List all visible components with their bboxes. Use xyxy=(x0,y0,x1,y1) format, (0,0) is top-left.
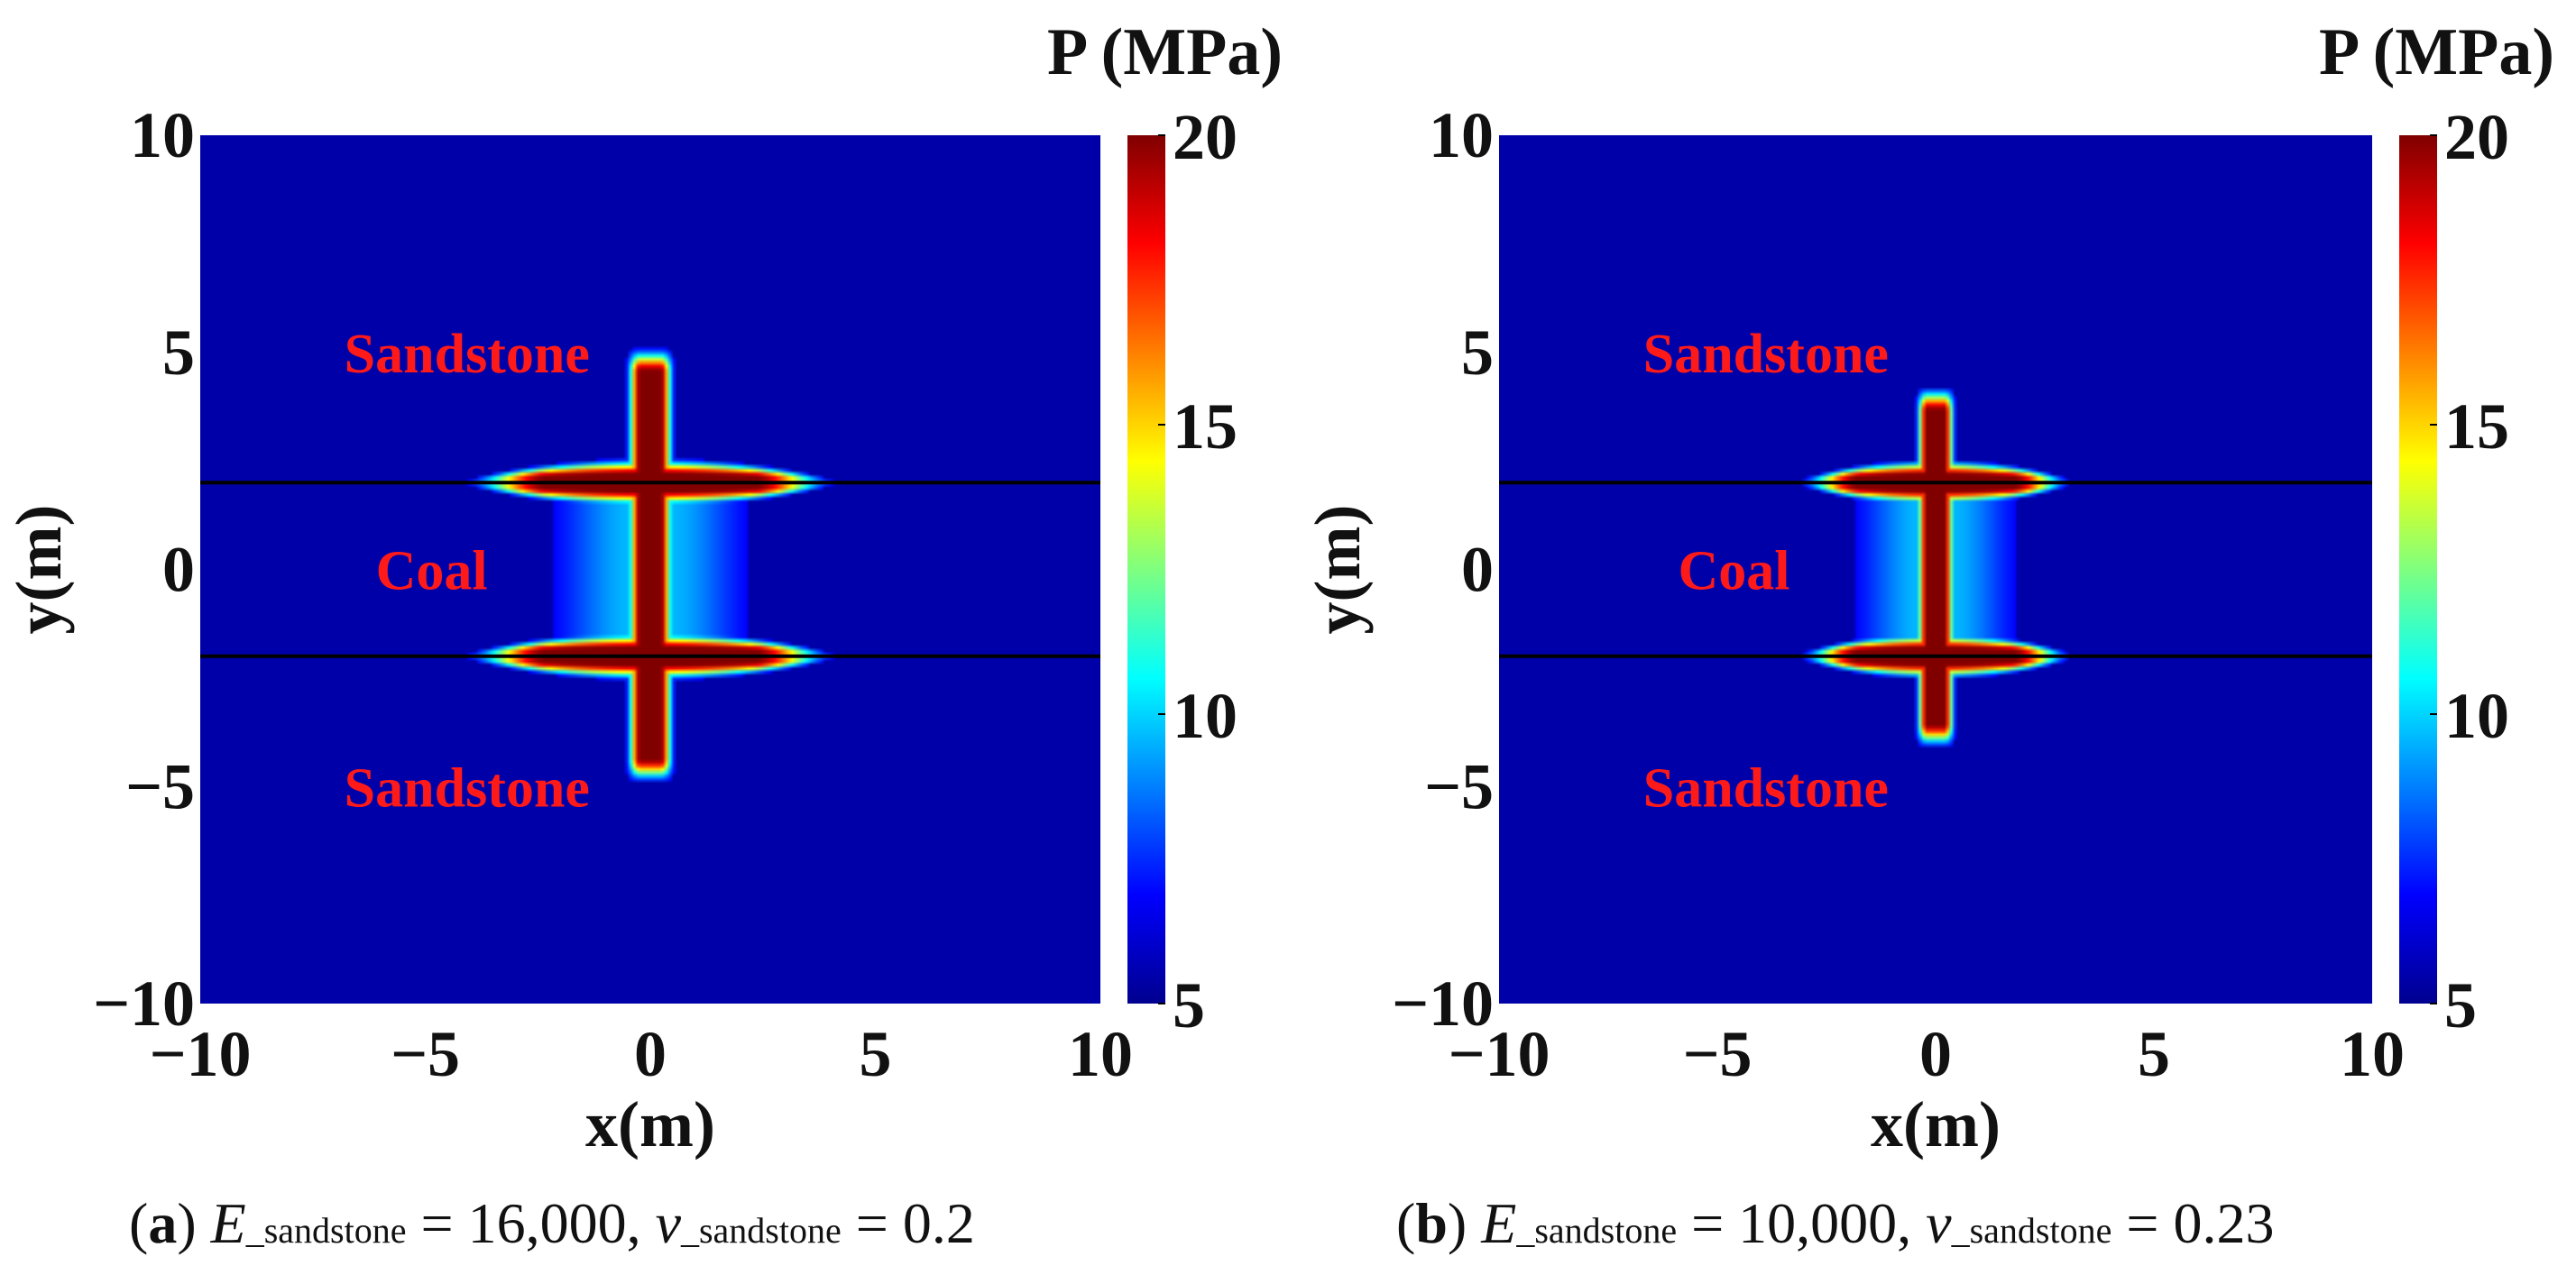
x-axis-label: x(m) xyxy=(585,1088,715,1160)
x-axis-label: x(m) xyxy=(1871,1088,2001,1160)
colorbar-tick-label: 10 xyxy=(1173,680,1237,752)
region-label-sandstone: Sandstone xyxy=(1643,757,1889,819)
caption-b-e-subscript: _sandstone xyxy=(1516,1210,1678,1251)
y-tick-label: −5 xyxy=(125,750,195,822)
colorbar-tick-label: 15 xyxy=(2444,390,2509,463)
panel-a: Sandstone Coal Sandstone 10 5 0 −5 −10−10 −5 0 5 10… xyxy=(3,15,1283,1160)
caption-a-e-subscript: _sandstone xyxy=(245,1210,407,1251)
caption-a-v-subscript: _sandstone xyxy=(680,1210,842,1251)
region-label-coal: Coal xyxy=(376,541,488,602)
colorbar-tick-label: 15 xyxy=(1173,390,1237,463)
x-tick-label: −5 xyxy=(391,1018,460,1090)
caption-b-e-value: = 10,000, xyxy=(1691,1191,1912,1255)
x-tick-label: 5 xyxy=(2138,1018,2170,1090)
y-axis-label: y(m) xyxy=(3,505,75,635)
colorbar-tick-label: 5 xyxy=(2444,969,2477,1041)
y-tick-label: −5 xyxy=(1424,750,1494,822)
colorbar-tick-label: 5 xyxy=(1173,969,1205,1041)
caption-a-e-value: = 16,000, xyxy=(420,1191,641,1255)
x-tick-label: 0 xyxy=(634,1018,667,1090)
caption-b-v-subscript: _sandstone xyxy=(1951,1210,2112,1251)
x-tick-label: 5 xyxy=(860,1018,892,1090)
caption-b: (b) E_sandstone = 10,000, v_sandstone = … xyxy=(1396,1191,2275,1255)
y-tick-label: 10 xyxy=(130,99,195,171)
x-tick-label: −10 xyxy=(1448,1018,1550,1090)
caption-b-v-symbol: v xyxy=(1926,1191,1952,1255)
colorbar-tick-label: 20 xyxy=(2444,101,2509,173)
region-label-sandstone: Sandstone xyxy=(1643,324,1889,385)
y-tick-label: 0 xyxy=(1461,534,1494,606)
y-tick-label: −10 xyxy=(1392,968,1494,1040)
caption-b-v-value: = 0.23 xyxy=(2126,1191,2275,1255)
colorbar-a xyxy=(1127,135,1165,1004)
y-axis-label: y(m) xyxy=(1302,505,1374,635)
colorbar-title: P (MPa) xyxy=(1047,15,1283,89)
y-tick-label: 5 xyxy=(162,316,195,389)
pressure-field-a xyxy=(200,135,1100,1004)
colorbar-tick-label: 10 xyxy=(2444,680,2509,752)
caption-a: (a) E_sandstone = 16,000, v_sandstone = … xyxy=(129,1191,975,1255)
y-tick-label: 0 xyxy=(162,534,195,606)
x-tick-label: 10 xyxy=(1068,1018,1133,1090)
colorbar-b xyxy=(2399,135,2437,1004)
x-tick-label: −10 xyxy=(149,1018,251,1090)
y-tick-label: 5 xyxy=(1461,316,1494,389)
x-tick-label: 10 xyxy=(2340,1018,2405,1090)
colorbar-title: P (MPa) xyxy=(2319,15,2554,89)
caption-b-e-symbol: E xyxy=(1481,1191,1517,1255)
caption-b-letter: b xyxy=(1415,1191,1448,1255)
y-tick-label: −10 xyxy=(93,968,195,1040)
pressure-field-b xyxy=(1499,135,2372,1004)
panel-b: Sandstone Coal Sandstone 10 5 0 −5 −10−10 −5 0 5 10… xyxy=(1302,15,2554,1160)
caption-a-v-value: = 0.2 xyxy=(855,1191,975,1255)
region-label-sandstone: Sandstone xyxy=(345,324,590,385)
y-tick-label: 10 xyxy=(1429,99,1494,171)
caption-a-e-symbol: E xyxy=(210,1191,246,1255)
colorbar-tick-label: 20 xyxy=(1173,101,1237,173)
x-tick-label: −5 xyxy=(1682,1018,1752,1090)
region-label-coal: Coal xyxy=(1678,541,1789,602)
x-tick-label: 0 xyxy=(1919,1018,1952,1090)
region-label-sandstone: Sandstone xyxy=(345,757,590,819)
caption-a-v-symbol: v xyxy=(655,1191,681,1255)
caption-a-letter: a xyxy=(148,1191,178,1255)
